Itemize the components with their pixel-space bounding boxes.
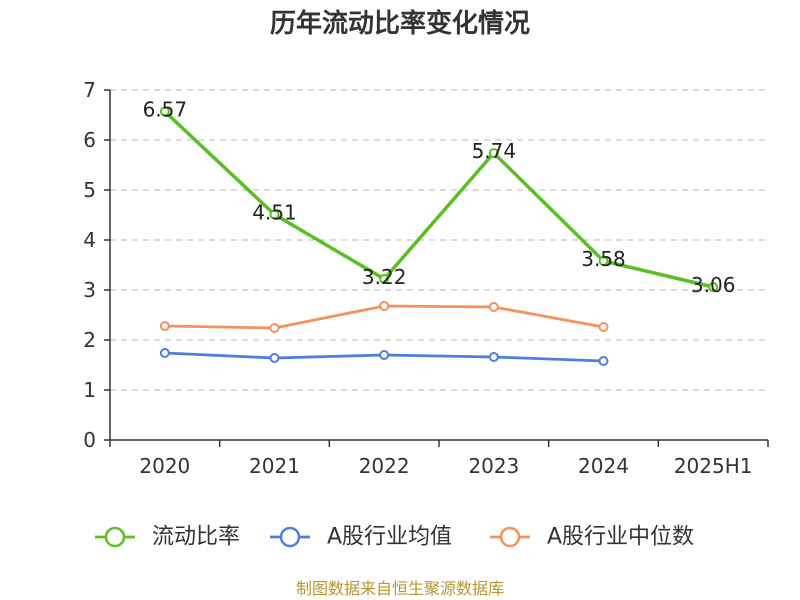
legend-label: 流动比率 xyxy=(152,525,240,550)
data-point[interactable] xyxy=(379,274,390,284)
data-point[interactable] xyxy=(488,352,499,362)
legend-marker-icon xyxy=(104,526,126,548)
y-tick-label: 3 xyxy=(83,278,96,302)
data-label: 4.51 xyxy=(252,201,297,225)
data-point[interactable] xyxy=(269,353,280,363)
data-point[interactable] xyxy=(269,209,280,220)
y-tick-label: 0 xyxy=(83,428,96,452)
y-tick-label: 4 xyxy=(83,228,96,252)
legend-label: A股行业中位数 xyxy=(547,525,694,550)
data-point[interactable] xyxy=(159,106,170,117)
series-lines xyxy=(159,106,719,366)
legend-marker-icon xyxy=(279,526,301,548)
data-label: 3.58 xyxy=(581,247,626,271)
data-point[interactable] xyxy=(159,348,170,358)
data-labels: 6.57 4.51 3.22 5.74 3.58 3.06 xyxy=(143,98,736,298)
data-point[interactable] xyxy=(598,322,609,332)
y-tick-label: 2 xyxy=(83,328,96,352)
data-point[interactable] xyxy=(269,323,280,333)
data-point[interactable] xyxy=(379,301,390,311)
legend-marker-icon xyxy=(499,526,521,548)
x-tick-label: 2024 xyxy=(578,454,629,478)
legend: 流动比率 A股行业均值 A股行业中位数 xyxy=(95,525,694,550)
x-tick-label: 2020 xyxy=(139,454,190,478)
x-tick-label: 2025H1 xyxy=(674,454,753,478)
gridlines xyxy=(110,89,768,391)
data-point[interactable] xyxy=(159,321,170,331)
data-label: 3.06 xyxy=(691,273,736,297)
data-point[interactable] xyxy=(379,350,390,360)
data-point[interactable] xyxy=(488,302,499,312)
y-tick-label: 5 xyxy=(83,178,96,202)
legend-item[interactable]: 流动比率 xyxy=(95,525,240,550)
data-point[interactable] xyxy=(488,148,499,158)
data-label: 6.57 xyxy=(143,98,188,122)
series-line-1 xyxy=(163,110,714,289)
axes: 0 1 2 3 4 5 6 7 2020 2021 2022 2023 2024 2025H1 xyxy=(83,78,769,478)
x-tick-label: 2023 xyxy=(468,454,519,478)
data-label: 5.74 xyxy=(472,139,517,163)
source-footer: 制图数据来自恒生聚源数据库 xyxy=(296,579,504,598)
x-tick-label: 2022 xyxy=(359,454,410,478)
legend-item[interactable]: A股行业中位数 xyxy=(490,525,694,550)
data-point[interactable] xyxy=(708,282,719,292)
y-tick-label: 1 xyxy=(83,378,96,402)
data-point[interactable] xyxy=(598,256,609,266)
data-label: 3.22 xyxy=(362,265,407,289)
y-tick-label: 7 xyxy=(83,78,96,102)
legend-item[interactable]: A股行业均值 xyxy=(270,525,452,550)
x-tick-label: 2021 xyxy=(249,454,300,478)
chart-title: 历年流动比率变化情况 xyxy=(270,8,530,39)
legend-label: A股行业均值 xyxy=(327,525,452,550)
data-point[interactable] xyxy=(598,356,609,366)
y-tick-label: 6 xyxy=(83,128,96,152)
